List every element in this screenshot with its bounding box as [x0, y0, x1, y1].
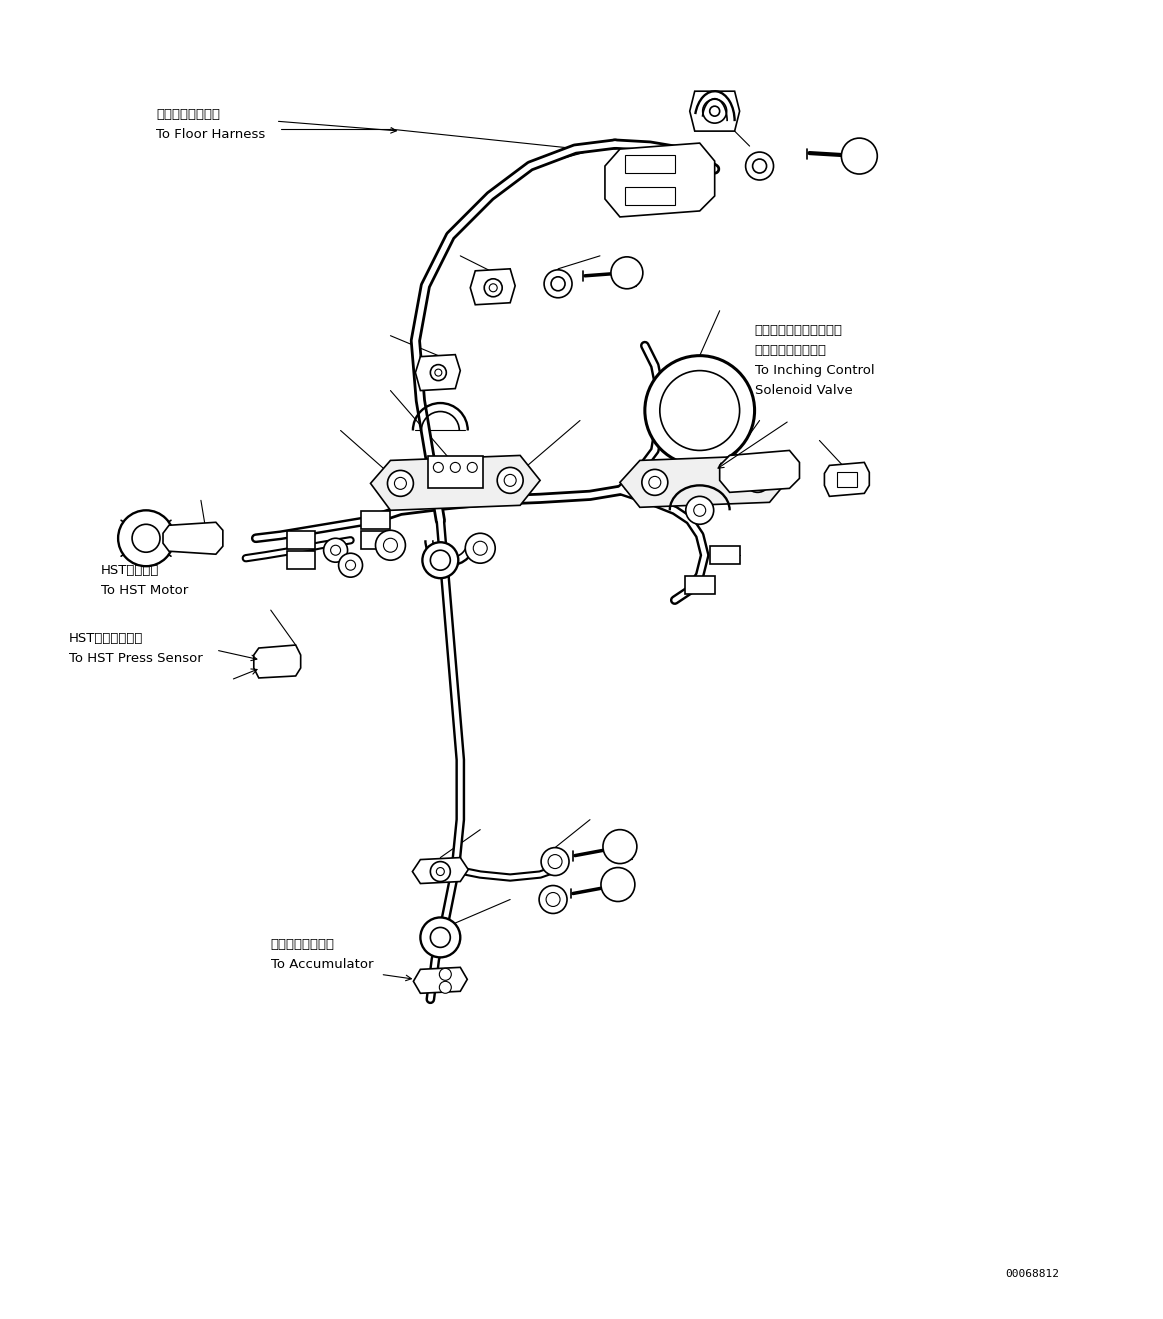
Text: To HST Motor: To HST Motor: [101, 583, 188, 596]
Circle shape: [694, 504, 706, 516]
Circle shape: [465, 533, 495, 563]
Circle shape: [435, 369, 442, 376]
Text: To Inching Control: To Inching Control: [755, 364, 875, 377]
Polygon shape: [415, 355, 461, 390]
Circle shape: [430, 861, 450, 881]
Text: To HST Press Sensor: To HST Press Sensor: [70, 652, 204, 665]
Circle shape: [541, 848, 569, 876]
Circle shape: [745, 152, 773, 179]
Circle shape: [751, 474, 764, 485]
Bar: [287, 551, 315, 570]
Circle shape: [440, 981, 451, 993]
Circle shape: [601, 868, 635, 901]
Text: Solenoid Valve: Solenoid Valve: [755, 384, 852, 397]
Circle shape: [649, 476, 661, 488]
Polygon shape: [825, 463, 869, 496]
Text: インチングコントロール: インチングコントロール: [755, 324, 842, 338]
Circle shape: [544, 270, 572, 298]
Circle shape: [323, 538, 348, 562]
Text: ソレノイドバルブへ: ソレノイドバルブへ: [755, 344, 827, 357]
Circle shape: [133, 524, 160, 553]
Polygon shape: [690, 91, 740, 131]
Bar: [709, 546, 740, 565]
Circle shape: [420, 918, 461, 958]
Text: To Accumulator: To Accumulator: [271, 958, 373, 971]
Circle shape: [752, 160, 766, 173]
Text: HST油圧センサへ: HST油圧センサへ: [70, 632, 143, 645]
Circle shape: [330, 545, 341, 555]
Polygon shape: [720, 451, 799, 492]
Circle shape: [387, 471, 413, 496]
Circle shape: [551, 277, 565, 290]
Circle shape: [744, 467, 771, 492]
Circle shape: [422, 542, 458, 578]
Circle shape: [490, 284, 498, 291]
Circle shape: [384, 538, 398, 553]
Circle shape: [547, 893, 561, 906]
Circle shape: [338, 553, 363, 578]
Circle shape: [484, 278, 502, 297]
Circle shape: [548, 855, 562, 868]
Circle shape: [644, 356, 755, 466]
Text: To Floor Harness: To Floor Harness: [156, 128, 265, 141]
Circle shape: [602, 830, 637, 864]
Text: フロアハーネスへ: フロアハーネスへ: [156, 108, 220, 120]
Circle shape: [376, 530, 406, 561]
Polygon shape: [371, 455, 540, 510]
Circle shape: [430, 927, 450, 947]
Circle shape: [659, 371, 740, 451]
Polygon shape: [413, 857, 469, 884]
Bar: [361, 532, 391, 549]
Circle shape: [430, 550, 450, 570]
Circle shape: [642, 470, 668, 496]
Circle shape: [686, 496, 714, 524]
Circle shape: [119, 510, 174, 566]
Bar: [625, 187, 675, 204]
Bar: [287, 532, 315, 549]
Polygon shape: [413, 967, 468, 993]
Polygon shape: [620, 455, 790, 508]
Circle shape: [436, 868, 444, 876]
Circle shape: [709, 106, 720, 116]
Circle shape: [473, 541, 487, 555]
Polygon shape: [254, 645, 301, 678]
Text: HSTモータへ: HSTモータへ: [101, 563, 159, 576]
Text: 00068812: 00068812: [1005, 1269, 1058, 1278]
Circle shape: [540, 885, 568, 914]
Circle shape: [440, 968, 451, 980]
Polygon shape: [163, 522, 223, 554]
Bar: [428, 456, 483, 488]
Bar: [361, 512, 391, 529]
Circle shape: [450, 463, 461, 472]
Polygon shape: [605, 142, 715, 216]
Bar: [837, 472, 857, 487]
Text: アキュムレータへ: アキュムレータへ: [271, 938, 335, 951]
Circle shape: [434, 463, 443, 472]
Circle shape: [702, 99, 727, 123]
Polygon shape: [470, 269, 515, 305]
Bar: [685, 576, 715, 594]
Circle shape: [468, 463, 477, 472]
Circle shape: [841, 138, 877, 174]
Circle shape: [498, 467, 523, 493]
Circle shape: [611, 257, 643, 289]
Circle shape: [345, 561, 356, 570]
Circle shape: [394, 477, 406, 489]
Circle shape: [505, 475, 516, 487]
Bar: [625, 156, 675, 173]
Circle shape: [430, 364, 447, 381]
